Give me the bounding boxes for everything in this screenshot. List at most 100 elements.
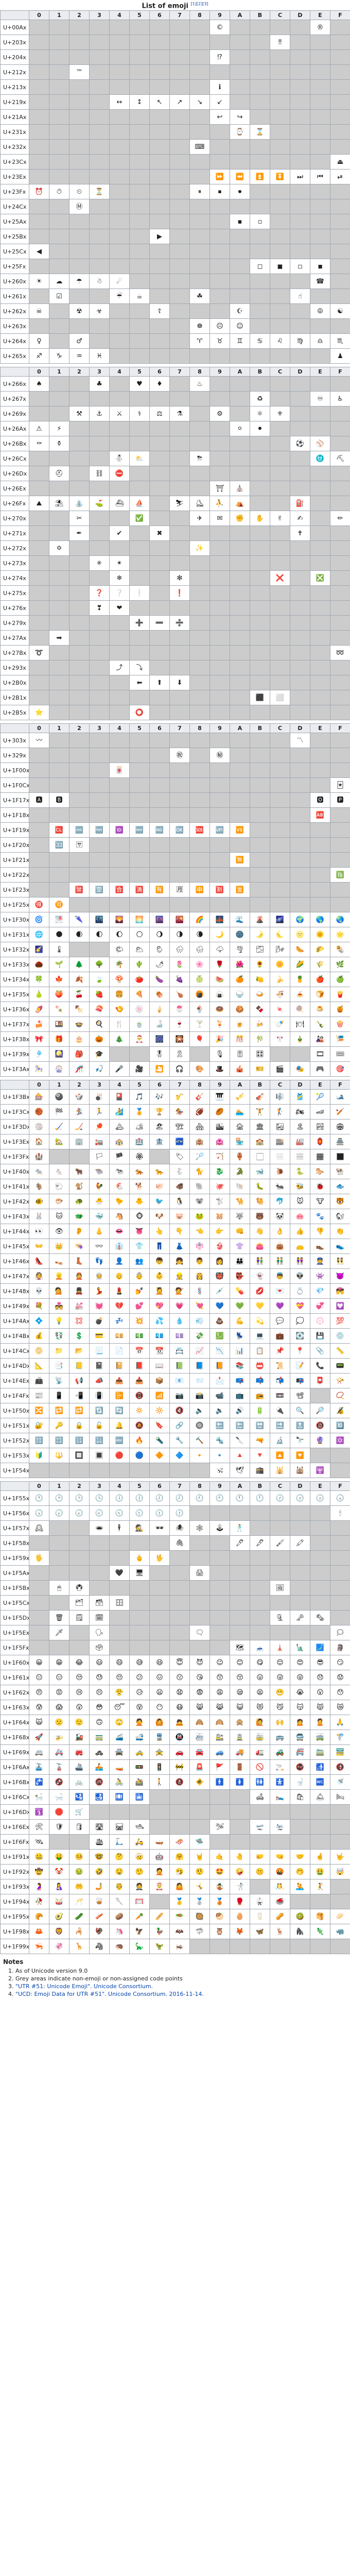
emoji-cell[interactable]: 🍄 [109, 972, 130, 987]
emoji-cell[interactable]: 🦅 [129, 1924, 150, 1939]
emoji-cell[interactable]: 🏩 [209, 1134, 230, 1149]
emoji-cell[interactable]: ⁉ [209, 49, 230, 65]
emoji-cell[interactable]: 🔣 [89, 1433, 110, 1448]
emoji-cell[interactable]: 🌸 [189, 957, 210, 972]
emoji-cell[interactable]: 😟 [330, 1670, 350, 1685]
emoji-cell[interactable]: 🦊 [230, 1924, 250, 1939]
emoji-cell[interactable]: 🐃 [89, 1164, 110, 1179]
emoji-cell[interactable]: 💭 [290, 1313, 310, 1329]
emoji-cell[interactable]: ✏ [330, 511, 350, 526]
emoji-cell[interactable]: 🏢 [69, 1134, 90, 1149]
emoji-cell[interactable]: 🗽 [290, 1640, 310, 1655]
emoji-cell[interactable]: 🈹 [209, 882, 230, 897]
emoji-cell[interactable]: 🐣 [89, 1194, 110, 1209]
emoji-cell[interactable]: 🔊 [230, 1403, 250, 1418]
emoji-cell[interactable]: 🍙 [209, 987, 230, 1002]
emoji-cell[interactable]: 🕢 [69, 1505, 90, 1521]
emoji-cell[interactable]: 👺 [230, 1268, 250, 1284]
emoji-cell[interactable]: 🚡 [49, 1759, 69, 1775]
emoji-cell[interactable]: 💏 [330, 1283, 350, 1299]
emoji-cell[interactable]: 🔒 [69, 1418, 90, 1433]
emoji-cell[interactable]: 🔈 [189, 1403, 210, 1418]
emoji-cell[interactable]: 🦍 [290, 1924, 310, 1939]
emoji-cell[interactable]: 🕝 [290, 1490, 310, 1506]
emoji-cell[interactable]: 🔹 [209, 1448, 230, 1463]
emoji-cell[interactable]: 🤧 [169, 1864, 190, 1879]
emoji-cell[interactable]: 🎭 [290, 1061, 310, 1077]
emoji-cell[interactable]: 🍬 [270, 1002, 290, 1017]
emoji-cell[interactable]: 🚆 [149, 1730, 170, 1745]
emoji-cell[interactable]: 😣 [89, 1685, 110, 1700]
emoji-cell[interactable]: 🌘 [189, 927, 210, 942]
emoji-cell[interactable]: 🏮 [310, 1134, 330, 1149]
emoji-cell[interactable]: 🥔 [109, 1909, 130, 1924]
emoji-cell[interactable]: 🔔 [109, 1418, 130, 1433]
emoji-cell[interactable]: 🏘 [189, 1119, 210, 1134]
emoji-cell[interactable]: 🌳 [89, 957, 110, 972]
emoji-cell[interactable]: ⏯ [330, 169, 350, 184]
emoji-cell[interactable]: 🏻 [250, 1149, 270, 1164]
emoji-cell[interactable]: 🕠 [29, 1505, 49, 1521]
emoji-cell[interactable]: 🌬 [270, 942, 290, 957]
emoji-cell[interactable]: ⛹ [209, 496, 230, 511]
emoji-cell[interactable]: 🎒 [69, 1046, 90, 1062]
emoji-cell[interactable]: 🗞 [310, 1610, 330, 1625]
emoji-cell[interactable]: 🕳 [89, 1520, 110, 1536]
emoji-cell[interactable]: 👽 [290, 1268, 310, 1284]
emoji-cell[interactable]: 🎷 [169, 1089, 190, 1105]
emoji-cell[interactable]: 🛳 [89, 1834, 110, 1850]
emoji-cell[interactable]: 🐭 [290, 1194, 310, 1209]
emoji-cell[interactable]: 🔓 [89, 1418, 110, 1433]
emoji-cell[interactable]: 👯 [330, 1253, 350, 1269]
emoji-cell[interactable]: 👑 [49, 1239, 69, 1254]
emoji-cell[interactable]: 🏌 [270, 1104, 290, 1120]
emoji-cell[interactable]: 🦖 [149, 1939, 170, 1954]
emoji-cell[interactable]: 🍳 [89, 1016, 110, 1032]
emoji-cell[interactable]: 🖤 [109, 1565, 130, 1581]
emoji-cell[interactable]: 🦈 [189, 1924, 210, 1939]
emoji-cell[interactable]: ⏺ [230, 184, 250, 199]
emoji-cell[interactable]: 👒 [69, 1239, 90, 1254]
emoji-cell[interactable]: 🆔 [109, 822, 130, 838]
emoji-cell[interactable]: 🏄 [109, 1104, 130, 1120]
emoji-cell[interactable]: 🌊 [230, 912, 250, 927]
emoji-cell[interactable]: ♐ [29, 348, 49, 364]
emoji-cell[interactable]: ☮ [310, 303, 330, 319]
emoji-cell[interactable]: 📯 [330, 1373, 350, 1388]
emoji-cell[interactable]: 🤯 [330, 1864, 350, 1879]
emoji-cell[interactable]: 💥 [129, 1313, 150, 1329]
emoji-cell[interactable]: 😎 [310, 1655, 330, 1670]
emoji-cell[interactable]: 🏟 [330, 1119, 350, 1134]
emoji-cell[interactable]: ⛽ [290, 496, 310, 511]
emoji-cell[interactable]: 😼 [270, 1700, 290, 1715]
emoji-cell[interactable]: 📦 [149, 1373, 170, 1388]
emoji-cell[interactable]: 😘 [189, 1670, 210, 1685]
emoji-cell[interactable]: 🔚 [230, 1418, 250, 1433]
emoji-cell[interactable]: 🍫 [250, 1002, 270, 1017]
emoji-cell[interactable]: 👤 [109, 1253, 130, 1269]
emoji-cell[interactable]: 🌠 [29, 942, 49, 957]
emoji-cell[interactable]: 📛 [250, 1358, 270, 1374]
emoji-cell[interactable]: ⛅ [129, 451, 150, 466]
emoji-cell[interactable]: 🤲 [69, 1879, 90, 1894]
emoji-cell[interactable]: 🏯 [330, 1134, 350, 1149]
emoji-cell[interactable]: 🔵 [129, 1448, 150, 1463]
emoji-cell[interactable]: 🚿 [330, 1774, 350, 1790]
emoji-cell[interactable]: 🕒 [69, 1490, 90, 1506]
emoji-cell[interactable]: 📍 [290, 1343, 310, 1359]
emoji-cell[interactable]: 💷 [169, 1328, 190, 1344]
emoji-cell[interactable]: 🙇 [169, 1715, 190, 1730]
emoji-cell[interactable]: 📆 [149, 1343, 170, 1359]
emoji-cell[interactable]: 💕 [129, 1298, 150, 1314]
emoji-cell[interactable]: 🗂 [69, 1595, 90, 1611]
emoji-cell[interactable]: 🐞 [310, 1179, 330, 1194]
emoji-cell[interactable]: 🏆 [149, 1104, 170, 1120]
emoji-cell[interactable]: 🌰 [29, 957, 49, 972]
emoji-cell[interactable]: 🅱 [49, 792, 69, 808]
emoji-cell[interactable]: ◽ [290, 259, 310, 274]
emoji-cell[interactable]: 🚭 [290, 1759, 310, 1775]
emoji-cell[interactable]: 🎚 [230, 1046, 250, 1062]
emoji-cell[interactable]: 🆙 [209, 822, 230, 838]
emoji-cell[interactable]: 🔲 [69, 1448, 90, 1463]
emoji-cell[interactable]: 🚎 [310, 1730, 330, 1745]
